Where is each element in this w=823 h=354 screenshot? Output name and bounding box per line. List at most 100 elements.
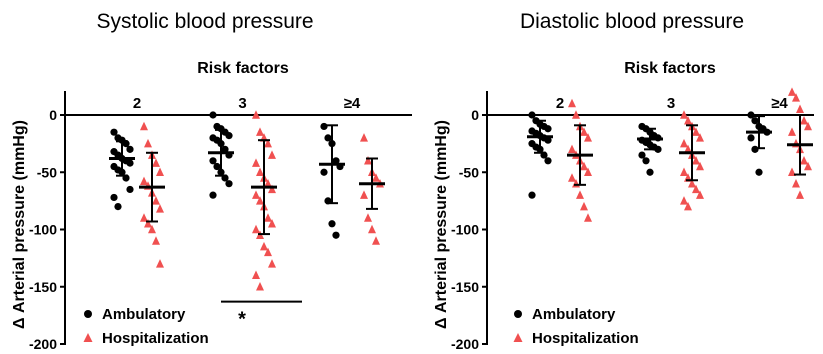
data-point [638, 151, 646, 159]
data-point [360, 133, 368, 142]
data-point [696, 133, 704, 142]
data-point [140, 176, 148, 186]
data-point [684, 115, 692, 125]
chart-panel-1: Systolic blood pressure Risk factors 0 -50 -… [11, 10, 412, 352]
series-hospitalization [567, 87, 813, 222]
data-point [126, 159, 134, 167]
data-point [796, 190, 804, 199]
legend-marker [514, 310, 522, 318]
category-label: 2 [133, 95, 141, 112]
chart-title: Diastolic blood pressure [520, 10, 744, 33]
data-point [148, 224, 156, 234]
data-point [156, 259, 164, 268]
legend-marker [84, 310, 92, 318]
data-point [225, 180, 233, 188]
data-point [256, 196, 264, 205]
data-point [256, 167, 264, 176]
legend-label: Ambulatory [102, 306, 186, 323]
data-point [372, 236, 380, 245]
data-point [252, 270, 260, 280]
data-point [804, 161, 812, 171]
data-point [528, 111, 536, 119]
data-point [140, 121, 148, 131]
data-point [580, 127, 588, 136]
chart-subtitle: Risk factors [624, 60, 716, 77]
data-point [156, 167, 164, 176]
data-point [140, 213, 148, 222]
data-point [372, 173, 380, 182]
data-point [152, 196, 160, 205]
data-point [320, 168, 328, 176]
data-point [256, 282, 264, 291]
data-point [544, 136, 552, 144]
data-point [268, 150, 276, 159]
y-tick-label: -150 [29, 279, 57, 295]
data-point [114, 203, 122, 211]
data-point [213, 162, 221, 171]
data-point [796, 104, 804, 114]
data-point [800, 115, 808, 125]
data-point [804, 121, 812, 131]
data-point [680, 196, 688, 205]
data-point [126, 145, 134, 153]
series-ambulatory [527, 111, 772, 199]
y-tick-label: -100 [29, 222, 57, 238]
category-label: 3 [667, 95, 675, 112]
data-point [110, 128, 118, 136]
data-point [584, 213, 592, 222]
data-point [110, 193, 118, 202]
data-point [264, 213, 272, 222]
data-point [152, 236, 160, 245]
chart-subtitle: Risk factors [197, 60, 289, 77]
data-point [268, 184, 276, 194]
data-point [788, 127, 796, 136]
data-point [646, 168, 654, 176]
data-point [364, 213, 372, 222]
data-point [747, 134, 755, 142]
data-point [221, 145, 229, 153]
y-axis-label: Δ Arterial pressure (mmHg) [433, 120, 450, 329]
data-point [792, 93, 800, 102]
data-point [692, 184, 700, 194]
data-point [692, 127, 700, 136]
legend-label: Ambulatory [532, 306, 616, 323]
data-point [324, 134, 332, 142]
data-point [152, 158, 160, 167]
data-point [800, 156, 808, 165]
data-point [568, 144, 576, 154]
data-point [684, 144, 692, 154]
series-ambulatory [109, 111, 345, 239]
data-point [580, 161, 588, 171]
data-point [544, 157, 552, 165]
category-label: ≥4 [344, 95, 361, 112]
data-point [680, 138, 688, 148]
data-point [792, 178, 800, 188]
data-point [368, 224, 376, 234]
data-point [680, 110, 688, 119]
data-point [747, 111, 755, 119]
data-point [568, 173, 576, 182]
data-point [252, 190, 260, 199]
legend-marker [83, 333, 93, 342]
data-point [684, 201, 692, 211]
data-point [692, 156, 700, 165]
data-point [156, 204, 164, 213]
data-point [654, 145, 662, 153]
data-point [544, 125, 552, 133]
data-point [264, 178, 272, 188]
category-label: ≥4 [771, 95, 788, 112]
data-point [755, 168, 763, 176]
chart-panel-2: Diastolic blood pressure Risk factors 0 -50… [433, 10, 814, 352]
data-point [751, 145, 759, 153]
y-tick-label: -50 [37, 164, 57, 180]
data-point [256, 127, 264, 136]
y-tick-label: 0 [471, 107, 479, 123]
legend-label: Hospitalization [532, 330, 639, 347]
data-point [364, 156, 372, 165]
y-axis-label: Δ Arterial pressure (mmHg) [11, 120, 28, 329]
data-point [225, 132, 233, 140]
data-point [144, 138, 152, 148]
y-tick-label: -200 [451, 336, 479, 352]
data-point [576, 190, 584, 199]
data-point [252, 224, 260, 234]
